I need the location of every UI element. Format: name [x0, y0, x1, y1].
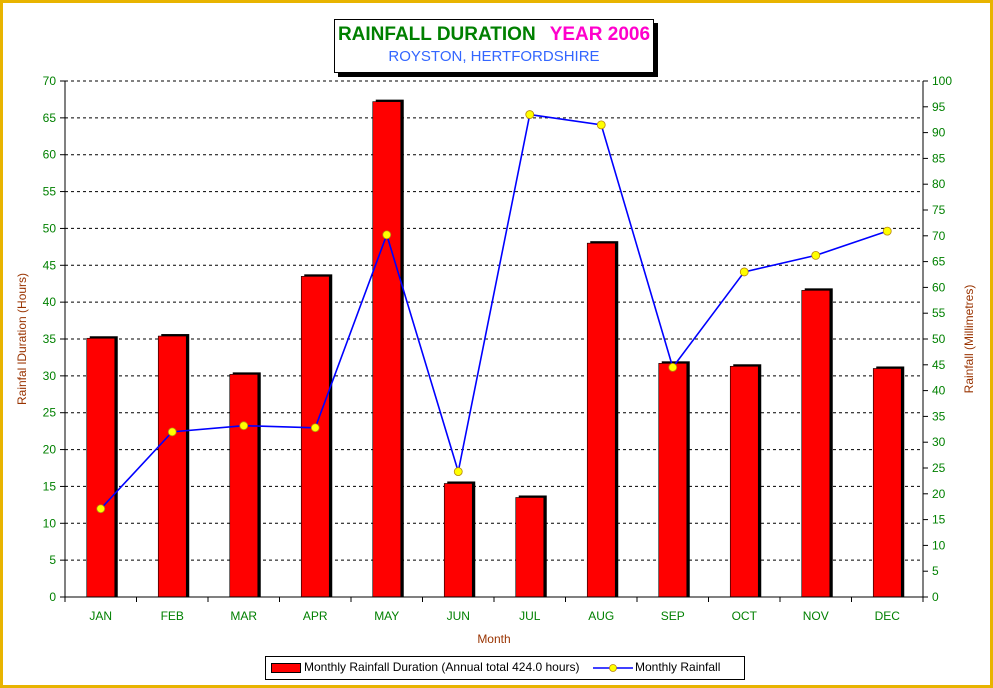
bar: [86, 337, 116, 598]
x-tick-label: NOV: [803, 609, 829, 623]
x-tick-label: JUN: [447, 609, 470, 623]
y-left-tick-label: 70: [43, 74, 57, 88]
rainfall-point: [668, 362, 678, 372]
y-right-tick-label: 40: [932, 384, 946, 398]
y-left-tick-label: 45: [43, 258, 57, 272]
legend-line-swatch: [593, 664, 633, 672]
y-left-tick-label: 25: [43, 406, 57, 420]
x-tick-label: OCT: [732, 609, 758, 623]
chart-title-box: RAINFALL DURATION YEAR 2006 ROYSTON, HERT…: [334, 19, 654, 73]
bar: [300, 276, 330, 598]
bar: [443, 483, 473, 598]
bar: [872, 368, 902, 598]
y-right-tick-label: 10: [932, 538, 946, 552]
y-right-tick-label: 30: [932, 435, 946, 449]
bar: [229, 374, 259, 598]
x-tick-label: MAY: [374, 609, 399, 623]
y-left-tick-label: 0: [49, 590, 56, 604]
y-left-tick-label: 5: [49, 553, 56, 567]
y-left-tick-label: 60: [43, 148, 57, 162]
y-left-tick-label: 30: [43, 369, 57, 383]
rainfall-line: [100, 113, 888, 510]
y-right-tick-label: 55: [932, 306, 946, 320]
y-right-tick-label: 100: [932, 74, 952, 88]
rainfall-point: [96, 504, 106, 514]
chart-title: RAINFALL DURATION: [337, 24, 536, 45]
y-right-tick-label: 50: [932, 332, 946, 346]
y-axis-left-title: Rainfal lDuration (Hours): [15, 273, 29, 405]
x-tick-label: FEB: [161, 609, 184, 623]
y-right-tick-label: 25: [932, 461, 946, 475]
rainfall-point: [382, 230, 392, 240]
x-tick-label: APR: [303, 609, 328, 623]
rainfall-point: [525, 110, 535, 119]
x-tick-label: DEC: [875, 609, 901, 623]
y-left-tick-label: 40: [43, 295, 57, 309]
y-right-tick-label: 5: [932, 564, 939, 578]
y-axis-right-title: Rainfall (Millimetres): [962, 285, 976, 394]
rainfall-point: [310, 423, 320, 433]
y-right-tick-label: 45: [932, 358, 946, 372]
rainfall-point: [453, 467, 463, 477]
legend: Monthly Rainfall Duration (Annual total …: [265, 656, 745, 680]
y-left-tick-label: 15: [43, 479, 57, 493]
x-axis-title: Month: [477, 632, 510, 646]
bar: [658, 363, 688, 598]
bar: [372, 101, 402, 598]
chart-title-year: YEAR 2006: [549, 24, 651, 45]
bar: [729, 365, 759, 598]
bar: [157, 335, 187, 598]
y-left-tick-label: 10: [43, 516, 57, 530]
y-left-tick-label: 50: [43, 221, 57, 235]
bar: [586, 242, 616, 598]
chart-subtitle: ROYSTON, HERTFORDSHIRE: [388, 48, 600, 65]
rainfall-point: [596, 120, 606, 130]
legend-bar-swatch: [271, 663, 301, 673]
x-tick-label: AUG: [588, 609, 614, 623]
bar-series: [86, 99, 905, 598]
y-right-tick-label: 75: [932, 203, 946, 217]
bar: [515, 497, 545, 598]
legend-bar-label: Monthly Rainfall Duration (Annual total …: [304, 660, 580, 674]
y-left-tick-label: 35: [43, 332, 57, 346]
rainfall-point: [811, 251, 821, 260]
rainfall-point: [167, 427, 177, 437]
y-right-tick-label: 60: [932, 280, 946, 294]
y-right-tick-label: 95: [932, 100, 946, 114]
y-right-tick-label: 35: [932, 409, 946, 423]
axes: 0 5 10 15 20 25 30 35 40 45 50 55 60 65 70 0 5 10 15 20 25 30…: [43, 74, 953, 623]
bar: [801, 290, 831, 598]
y-right-tick-label: 85: [932, 151, 946, 165]
x-tick-label: JAN: [89, 609, 112, 623]
y-right-tick-label: 20: [932, 487, 946, 501]
x-tick-label: SEP: [661, 609, 685, 623]
line-series: [96, 110, 892, 514]
y-left-tick-label: 20: [43, 443, 57, 457]
rainfall-point: [739, 267, 749, 277]
y-left-tick-label: 65: [43, 111, 57, 125]
x-tick-label: JUL: [519, 609, 541, 623]
rainfall-point: [882, 226, 892, 236]
rainfall-point: [239, 421, 249, 431]
y-right-tick-label: 65: [932, 255, 946, 269]
y-right-tick-label: 70: [932, 229, 946, 243]
gridlines: [65, 80, 923, 561]
legend-line-label: Monthly Rainfall: [635, 660, 721, 674]
x-tick-label: MAR: [230, 609, 257, 623]
y-right-tick-label: 15: [932, 513, 946, 527]
y-right-tick-label: 0: [932, 590, 939, 604]
y-left-tick-label: 55: [43, 185, 57, 199]
y-right-tick-label: 80: [932, 177, 946, 191]
y-right-tick-label: 90: [932, 126, 946, 140]
